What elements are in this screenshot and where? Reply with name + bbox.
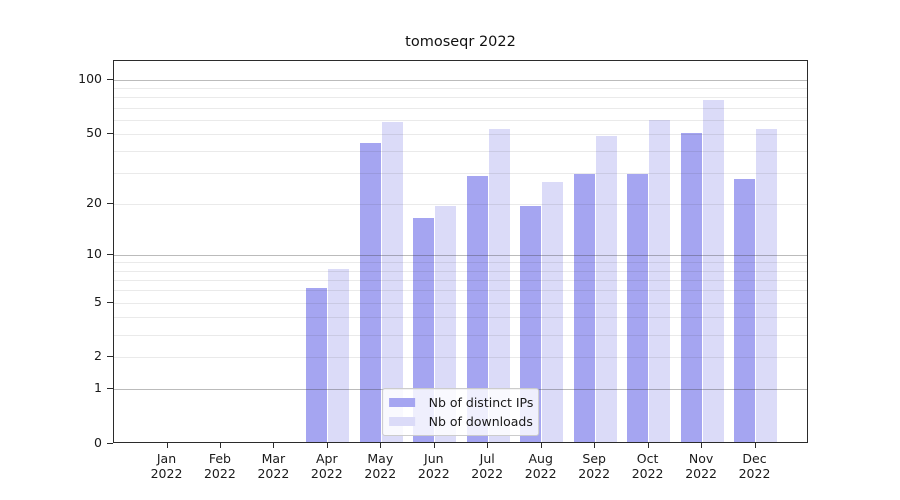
gridline-minor: [114, 290, 807, 292]
x-tick-mark: [380, 443, 382, 448]
bar: [381, 121, 403, 442]
legend-swatch-downloads: [388, 417, 415, 426]
gridline-minor: [114, 302, 807, 304]
x-tick-label: Mar 2022: [257, 451, 290, 481]
gridline-minor: [114, 97, 807, 99]
x-tick-mark: [219, 443, 221, 448]
gridline-minor: [114, 334, 807, 336]
y-tick-label: 100: [78, 70, 102, 86]
bar: [488, 128, 510, 442]
x-tick-label: Nov 2022: [685, 451, 717, 481]
x-tick-label: Apr 2022: [310, 451, 343, 481]
bar: [328, 268, 350, 442]
x-tick-mark: [540, 443, 542, 448]
bar: [520, 205, 542, 442]
y-tick-label: 50: [86, 124, 102, 140]
y-tick-label: 1: [94, 380, 102, 396]
y-tick-label: 0: [94, 435, 102, 450]
x-tick-mark: [594, 443, 596, 448]
legend-item-distinct-ips: Nb of distinct IPs: [388, 393, 534, 412]
gridline-minor: [114, 357, 807, 359]
gridline-minor: [114, 119, 807, 121]
x-tick-mark: [166, 443, 168, 448]
gridline-minor: [114, 150, 807, 152]
y-tick-mark: [107, 78, 113, 80]
gridline-minor: [114, 317, 807, 318]
bar: [413, 218, 435, 442]
legend: Nb of distinct IPs Nb of downloads: [381, 388, 540, 436]
gridline-minor: [114, 172, 807, 174]
bar: [573, 173, 595, 442]
x-tick-label: Aug 2022: [524, 451, 557, 481]
x-tick-label: Jul 2022: [471, 451, 504, 481]
x-tick-mark: [487, 443, 489, 448]
bar: [734, 179, 756, 442]
x-tick-mark: [754, 443, 756, 448]
gridline-minor: [114, 279, 807, 281]
x-tick-mark: [326, 443, 328, 448]
y-tick-label: 10: [86, 245, 102, 261]
x-tick-mark: [701, 443, 703, 448]
gridline-major: [114, 79, 807, 81]
y-tick-mark: [107, 301, 113, 303]
plot-area: Nb of distinct IPs Nb of downloads: [113, 60, 808, 443]
gridline-minor: [114, 262, 807, 264]
gridline-minor: [114, 107, 807, 109]
x-tick-label: Jan 2022: [150, 451, 183, 481]
y-tick-mark: [107, 388, 113, 390]
bar: [680, 133, 702, 442]
x-tick-label: Jun 2022: [417, 451, 450, 481]
y-tick-mark: [107, 132, 113, 134]
chart-title: tomoseqr 2022: [405, 34, 516, 50]
x-tick-label: Sep 2022: [578, 451, 611, 481]
gridline-minor: [114, 270, 807, 272]
gridline-minor: [114, 133, 807, 135]
gridline-minor: [114, 87, 807, 89]
x-tick-mark: [273, 443, 275, 448]
y-tick-label: 2: [94, 348, 102, 364]
gridline-minor: [114, 203, 807, 205]
bar: [542, 181, 564, 442]
gridline-major: [114, 254, 807, 256]
x-tick-label: Feb 2022: [203, 451, 236, 481]
x-tick-label: Dec 2022: [738, 451, 771, 481]
bar: [649, 120, 671, 442]
legend-item-downloads: Nb of downloads: [388, 412, 534, 431]
y-tick-mark: [107, 202, 113, 204]
x-tick-mark: [647, 443, 649, 448]
bar: [306, 288, 328, 442]
bar: [702, 100, 724, 442]
bar: [435, 205, 457, 442]
y-tick-label: 5: [94, 293, 102, 309]
legend-label-distinct-ips: Nb of distinct IPs: [428, 395, 534, 410]
bar: [627, 173, 649, 442]
y-tick-mark: [107, 443, 113, 444]
y-tick-mark: [107, 356, 113, 358]
legend-label-downloads: Nb of downloads: [428, 414, 533, 429]
legend-swatch-distinct-ips: [388, 398, 415, 407]
x-tick-mark: [433, 443, 435, 448]
x-tick-label: Oct 2022: [631, 451, 664, 481]
y-tick-label: 20: [86, 194, 102, 210]
bar: [595, 136, 617, 442]
bar: [466, 176, 488, 442]
y-tick-mark: [107, 253, 113, 255]
bar: [359, 143, 381, 442]
bar: [756, 128, 778, 442]
x-tick-label: May 2022: [364, 451, 397, 481]
